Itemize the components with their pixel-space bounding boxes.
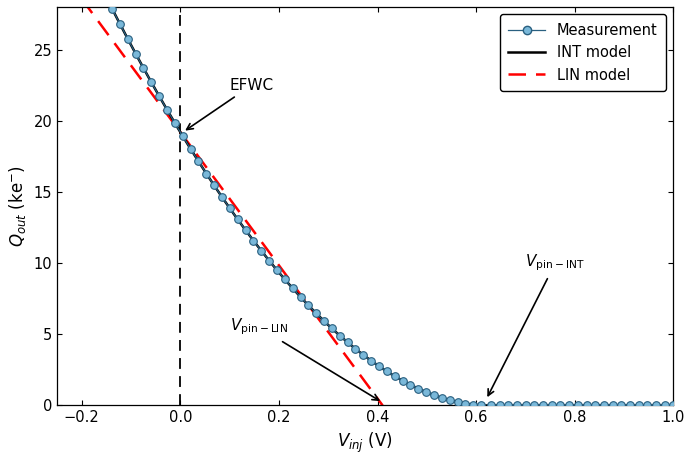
Text: $V_\mathregular{pin-LIN}$: $V_\mathregular{pin-LIN}$ [230,317,379,400]
Text: $V_\mathregular{pin-INT}$: $V_\mathregular{pin-INT}$ [488,253,585,395]
Legend: Measurement, INT model, LIN model: Measurement, INT model, LIN model [500,14,666,91]
Y-axis label: $Q_{out}$ (ke$^{-}$): $Q_{out}$ (ke$^{-}$) [7,165,28,247]
X-axis label: $V_{inj}$ (V): $V_{inj}$ (V) [337,431,393,455]
Text: EFWC: EFWC [187,78,274,129]
